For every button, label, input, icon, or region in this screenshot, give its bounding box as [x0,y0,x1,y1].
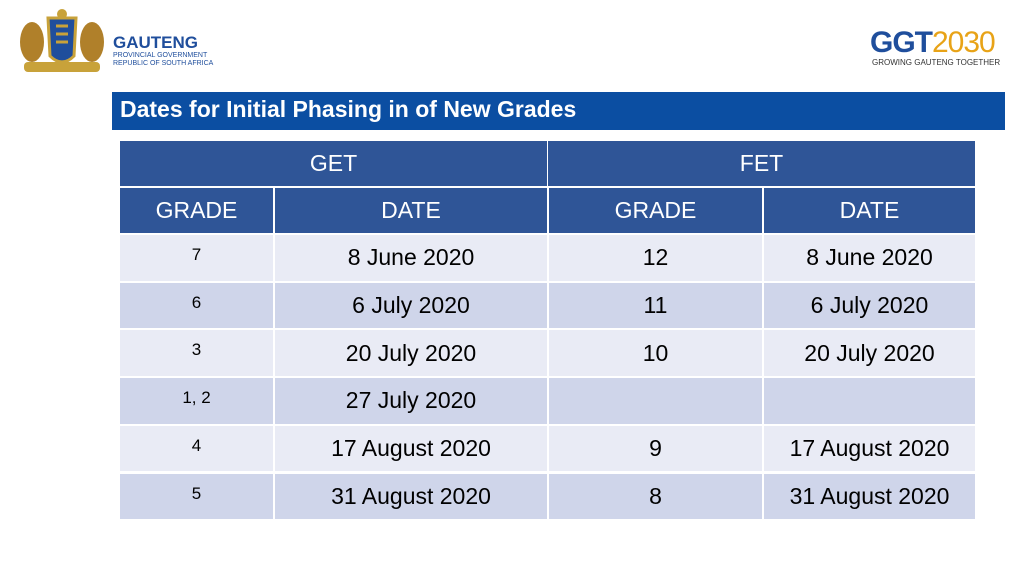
table-cell: 1, 2 [120,378,273,424]
table-cell: 10 [549,330,762,377]
title-bar: Dates for Initial Phasing in of New Grad… [112,92,1005,130]
table-cell: 27 July 2020 [275,378,547,424]
column-header: DATE [275,188,547,233]
table-cell: 11 [549,282,762,329]
ggt: GGT [870,26,933,59]
table-cell: 9 [549,425,762,472]
table-cell: 8 June 2020 [275,235,547,281]
ggt-logo: GGT2030 [870,26,996,60]
table-cell: 31 August 2020 [275,473,547,520]
table-cell: 8 June 2020 [764,235,975,281]
table-cell: 8 [549,473,762,520]
table-cell: 6 [120,282,273,329]
group-header: FET [548,141,975,186]
table-cell: 6 July 2020 [764,282,975,329]
column-header: DATE [764,188,975,233]
table-cell: 4 [120,425,273,472]
table-cell: 20 July 2020 [764,330,975,377]
tagline: GROWING GAUTENG TOGETHER [872,58,1001,67]
table-cell: 3 [120,330,273,377]
year: 2030 [932,26,996,59]
gauteng-name: GAUTENG [113,33,198,52]
table-cell: 6 July 2020 [275,282,547,329]
table-cell [549,378,762,424]
group-header: GET [120,141,547,186]
table-cell: 31 August 2020 [764,473,975,520]
table-cell: 7 [120,235,273,281]
gauteng-line: PROVINCIAL GOVERNMENT [113,52,208,59]
table-cell: 20 July 2020 [275,330,547,377]
table-cell: 5 [120,473,273,520]
gauteng-line: REPUBLIC OF SOUTH AFRICA [113,60,214,67]
column-header: GRADE [549,188,762,233]
table-cell: 12 [549,235,762,281]
column-header: GRADE [120,188,273,233]
table-cell: 17 August 2020 [764,425,975,472]
table-cell: 17 August 2020 [275,425,547,472]
table-cell [764,378,975,424]
crest [20,9,104,72]
